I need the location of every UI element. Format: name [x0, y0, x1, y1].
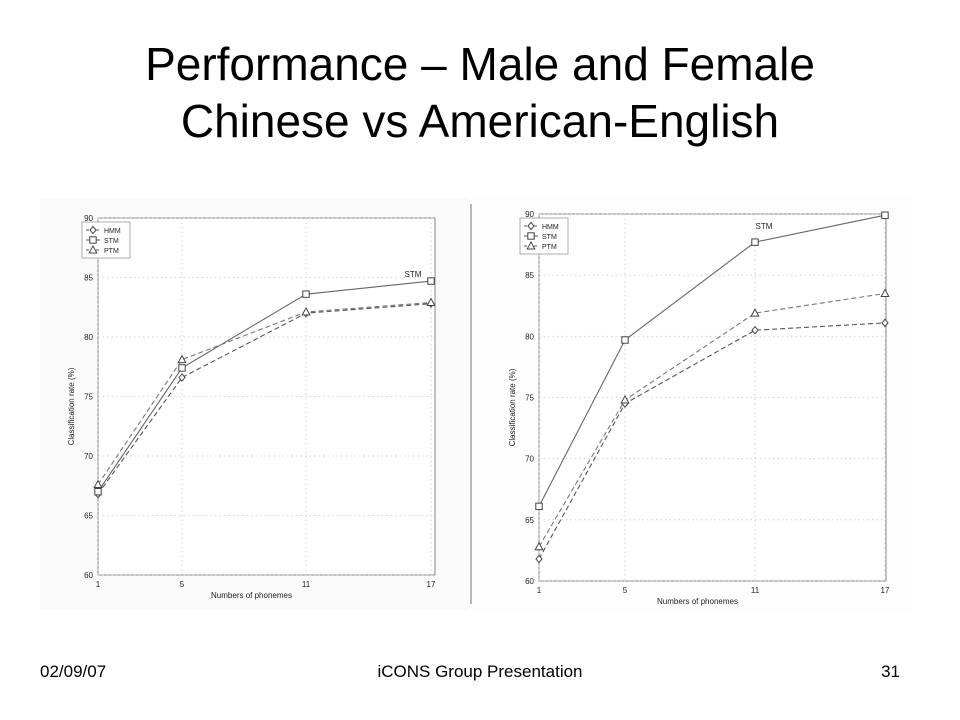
- x-tick-label: 17: [881, 586, 890, 595]
- legend-marker: [89, 236, 97, 244]
- legend-marker: [89, 225, 97, 235]
- data-point-stm: [751, 238, 759, 246]
- data-point-hmm: [535, 554, 543, 564]
- y-axis-label: Classification rate (%): [508, 368, 517, 446]
- legend-label: STM: [542, 234, 557, 241]
- footer-page-number: 31: [881, 662, 900, 681]
- series-line-ptm: [97, 301, 432, 485]
- data-point-hmm: [881, 318, 889, 328]
- data-point-ptm: [177, 354, 187, 364]
- footer-date: 02/09/07: [40, 662, 107, 681]
- legend-marker: [88, 244, 98, 254]
- data-point-stm: [302, 290, 310, 298]
- chart-panel-right: 60 65 70 75 80 85 90 1 5 11 17 Numbers of phonemes C…: [472, 198, 912, 610]
- x-tick-label: 1: [537, 586, 542, 595]
- legend-label: PTM: [542, 244, 557, 251]
- panel-divider: [470, 204, 472, 604]
- legend-label: PTM: [104, 248, 119, 255]
- y-tick-label: 90: [84, 214, 93, 223]
- plot-area: [538, 213, 887, 582]
- data-point-stm: [427, 277, 435, 285]
- y-tick-label: 80: [84, 333, 93, 342]
- y-tick-label: 85: [84, 274, 93, 283]
- y-tick-label: 65: [525, 516, 534, 525]
- series-line-ptm: [538, 292, 886, 548]
- data-point-hmm: [178, 373, 186, 382]
- chart-annotation: STM: [756, 222, 773, 231]
- y-tick-label: 90: [525, 210, 534, 219]
- legend-label: HMM: [542, 224, 559, 231]
- data-point-ptm: [750, 308, 760, 317]
- series-line-hmm: [97, 303, 432, 495]
- data-point-ptm: [93, 479, 103, 489]
- legend-marker: [527, 232, 535, 240]
- data-point-stm: [621, 336, 629, 344]
- legend-marker: [526, 240, 536, 250]
- x-tick-label: 5: [623, 586, 628, 595]
- chart-right: 60 65 70 75 80 85 90 1 5 11 17 Numbers of phonemes C…: [508, 210, 890, 606]
- data-point-ptm: [301, 306, 311, 316]
- data-point-stm: [881, 211, 889, 219]
- series-line-stm: [97, 280, 432, 493]
- slide-title-line-1: Performance – Male and Female: [145, 38, 815, 90]
- plot-area: [97, 217, 436, 576]
- series-line-hmm: [538, 322, 886, 560]
- y-tick-label: 65: [84, 512, 93, 521]
- legend-marker: [527, 221, 535, 231]
- legend-label: STM: [104, 238, 119, 245]
- data-point-stm: [94, 488, 102, 496]
- x-tick-label: 11: [751, 586, 760, 595]
- x-tick-label: 11: [302, 580, 311, 589]
- y-tick-label: 85: [525, 271, 534, 280]
- y-tick-label: 70: [525, 455, 534, 464]
- y-axis-label: Classification rate (%): [67, 367, 76, 445]
- slide-title-line-2: Chinese vs American-English: [180, 95, 780, 147]
- x-tick-label: 17: [427, 580, 436, 589]
- data-point-stm: [178, 364, 186, 372]
- y-tick-label: 60: [525, 577, 534, 586]
- x-tick-label: 1: [96, 580, 101, 589]
- data-point-ptm: [620, 394, 630, 404]
- x-axis-label: Numbers of phonemes: [211, 591, 292, 600]
- x-axis-label: Numbers of phonemes: [657, 597, 738, 606]
- chart-annotation: STM: [405, 270, 422, 279]
- y-tick-label: 80: [525, 332, 534, 341]
- series-line-stm: [538, 214, 886, 507]
- slide-title: Performance – Male and Female Chinese vs…: [0, 36, 960, 150]
- data-point-stm: [535, 502, 543, 511]
- y-tick-label: 60: [84, 571, 93, 580]
- data-point-hmm: [751, 325, 759, 335]
- legend-label: HMM: [104, 228, 121, 235]
- data-point-ptm: [880, 288, 890, 298]
- footer-presentation-title: iCONS Group Presentation: [377, 662, 583, 681]
- chart-panel-left: 60 65 70 75 80 85 90 1 5 11 17 Numbers of phonemes C…: [40, 198, 470, 610]
- y-tick-label: 70: [84, 452, 93, 461]
- data-point-ptm: [534, 541, 544, 551]
- chart-left: 60 65 70 75 80 85 90 1 5 11 17 Numbers of phonemes C…: [67, 214, 436, 600]
- y-tick-label: 75: [525, 394, 534, 403]
- x-tick-label: 5: [180, 580, 185, 589]
- y-tick-label: 75: [84, 393, 93, 402]
- data-point-ptm: [426, 297, 436, 306]
